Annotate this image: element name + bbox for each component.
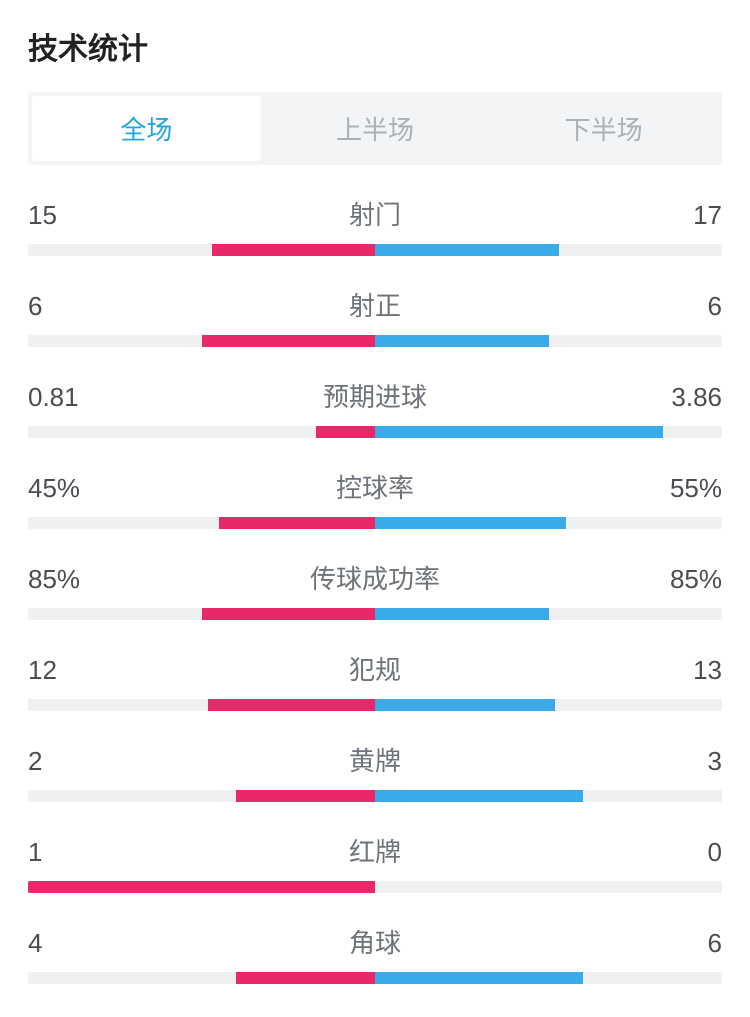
stat-bar-left-fill — [202, 335, 376, 347]
stat-label: 控球率 — [80, 468, 670, 505]
stat-label: 预期进球 — [79, 377, 672, 414]
stat-header: 85%传球成功率85% — [28, 559, 722, 596]
stat-bar — [28, 426, 722, 438]
period-tabs: 全场 上半场 下半场 — [28, 92, 722, 165]
stat-right-value: 55% — [670, 473, 722, 504]
stat-right-value: 3 — [708, 746, 722, 777]
stat-bar-left-fill — [208, 699, 375, 711]
stats-list: 15射门176射正60.81预期进球3.8645%控球率55%85%传球成功率8… — [28, 195, 722, 984]
stat-header: 6射正6 — [28, 286, 722, 323]
stat-header: 1红牌0 — [28, 832, 722, 869]
stat-bar-right-fill — [375, 244, 559, 256]
stat-bar-right-fill — [375, 335, 549, 347]
stat-header: 45%控球率55% — [28, 468, 722, 505]
stat-bar-right-fill — [375, 972, 583, 984]
stat-bar-left-fill — [236, 790, 375, 802]
stat-bar-left-fill — [316, 426, 375, 438]
stat-bar — [28, 517, 722, 529]
tab-first-half[interactable]: 上半场 — [261, 96, 490, 161]
stat-row: 85%传球成功率85% — [28, 559, 722, 620]
stat-right-value: 85% — [670, 564, 722, 595]
stat-right-value: 6 — [708, 291, 722, 322]
stat-left-value: 1 — [28, 837, 42, 868]
tab-full-match[interactable]: 全场 — [32, 96, 261, 161]
stat-bar — [28, 244, 722, 256]
stat-bar-right-fill — [375, 790, 583, 802]
stat-row: 12犯规13 — [28, 650, 722, 711]
stat-header: 4角球6 — [28, 923, 722, 960]
stat-label: 传球成功率 — [80, 559, 670, 596]
stat-right-value: 6 — [708, 928, 722, 959]
stat-row: 15射门17 — [28, 195, 722, 256]
stat-label: 犯规 — [57, 650, 693, 687]
panel-title: 技术统计 — [28, 24, 722, 68]
stat-row: 6射正6 — [28, 286, 722, 347]
stat-right-value: 3.86 — [671, 382, 722, 413]
stat-bar-right-fill — [375, 517, 566, 529]
stat-right-value: 0 — [708, 837, 722, 868]
stat-row: 4角球6 — [28, 923, 722, 984]
stat-left-value: 6 — [28, 291, 42, 322]
stat-row: 45%控球率55% — [28, 468, 722, 529]
stat-left-value: 0.81 — [28, 382, 79, 413]
stat-label: 射门 — [57, 195, 693, 232]
stat-left-value: 12 — [28, 655, 57, 686]
stat-header: 0.81预期进球3.86 — [28, 377, 722, 414]
stat-left-value: 4 — [28, 928, 42, 959]
stat-right-value: 13 — [693, 655, 722, 686]
stat-left-value: 2 — [28, 746, 42, 777]
stat-left-value: 45% — [28, 473, 80, 504]
stat-bar-right-fill — [375, 608, 549, 620]
stat-row: 2黄牌3 — [28, 741, 722, 802]
stat-label: 黄牌 — [42, 741, 707, 778]
stat-bar-left-fill — [219, 517, 375, 529]
stat-bar-right-fill — [375, 426, 663, 438]
stat-bar — [28, 881, 722, 893]
stat-row: 1红牌0 — [28, 832, 722, 893]
stat-label: 角球 — [42, 923, 707, 960]
stat-header: 15射门17 — [28, 195, 722, 232]
stats-panel: 技术统计 全场 上半场 下半场 15射门176射正60.81预期进球3.8645… — [0, 0, 750, 984]
stat-bar-right-fill — [375, 699, 555, 711]
stat-bar — [28, 335, 722, 347]
stat-right-value: 17 — [693, 200, 722, 231]
tab-second-half[interactable]: 下半场 — [489, 96, 718, 161]
stat-label: 射正 — [42, 286, 707, 323]
stat-bar-left-fill — [212, 244, 375, 256]
stat-row: 0.81预期进球3.86 — [28, 377, 722, 438]
stat-left-value: 85% — [28, 564, 80, 595]
stat-bar — [28, 699, 722, 711]
stat-bar-left-fill — [236, 972, 375, 984]
stat-bar-left-fill — [28, 881, 375, 893]
stat-bar — [28, 972, 722, 984]
stat-header: 12犯规13 — [28, 650, 722, 687]
stat-bar — [28, 790, 722, 802]
stat-left-value: 15 — [28, 200, 57, 231]
stat-label: 红牌 — [42, 832, 707, 869]
stat-bar — [28, 608, 722, 620]
stat-bar-left-fill — [202, 608, 376, 620]
stat-header: 2黄牌3 — [28, 741, 722, 778]
